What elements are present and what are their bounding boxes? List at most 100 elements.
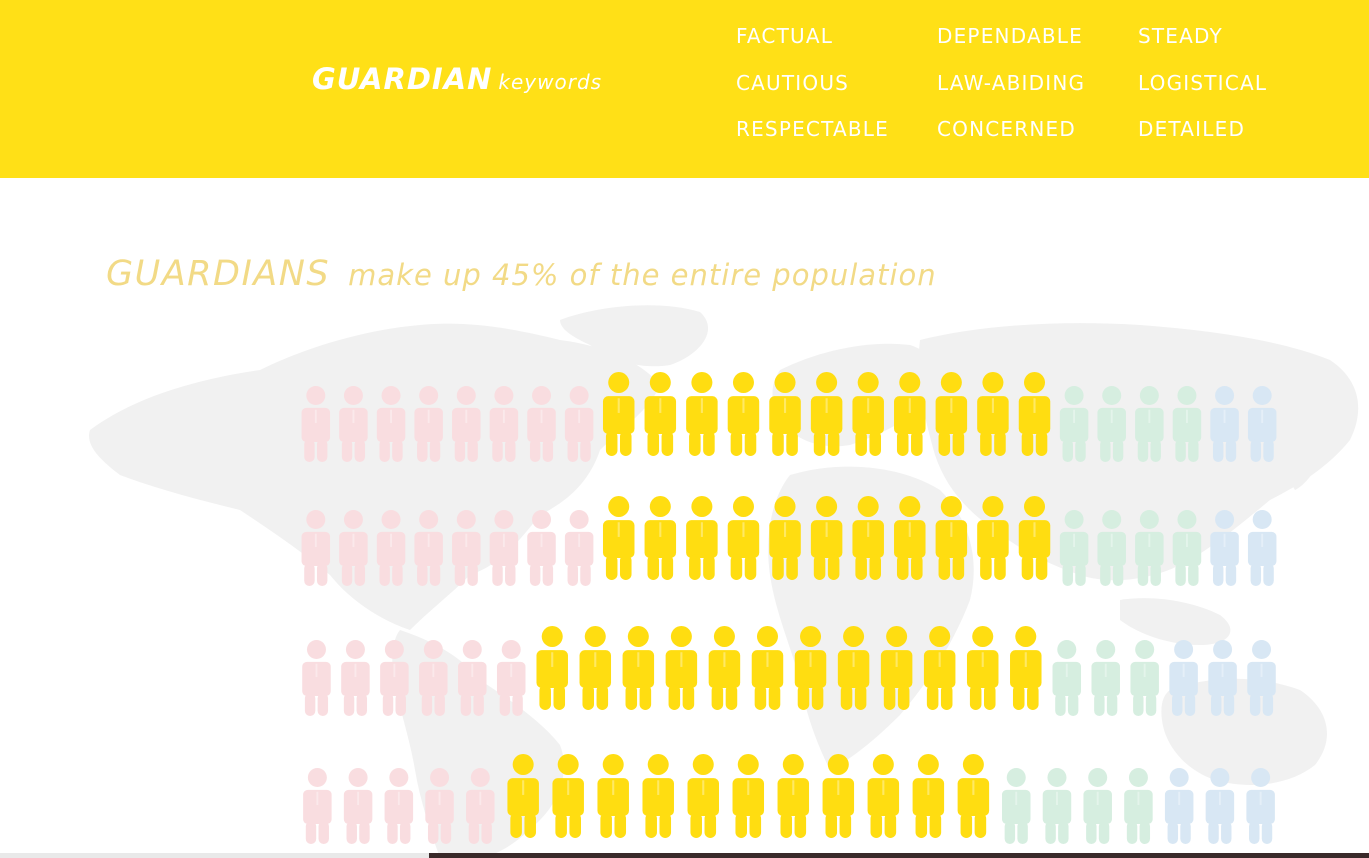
person-icon-yellow xyxy=(686,372,718,456)
person-icon-yellow xyxy=(935,372,968,456)
person-icon-green xyxy=(1091,640,1120,716)
person-icon-blue xyxy=(1169,640,1198,716)
person-icon-green xyxy=(1001,768,1031,844)
person-icon-yellow xyxy=(837,626,870,710)
person-icon-green xyxy=(1172,510,1202,586)
person-icon-yellow xyxy=(1018,496,1051,580)
headline-main: GUARDIANS xyxy=(106,254,331,294)
brand-main: GUARDIAN xyxy=(312,62,493,96)
person-icon-yellow xyxy=(552,754,584,838)
person-icon-yellow xyxy=(686,496,718,580)
person-icon-pink xyxy=(458,640,487,716)
person-icon-green xyxy=(1059,386,1089,462)
person-icon-pink xyxy=(303,768,332,844)
person-icon-blue xyxy=(1247,510,1277,586)
person-icon-blue xyxy=(1164,768,1194,844)
person-icon-yellow xyxy=(644,372,677,456)
keyword-item: FACTUAL xyxy=(736,24,834,48)
person-icon-pink xyxy=(466,768,495,844)
person-icon-blue xyxy=(1205,768,1235,844)
person-icon-yellow xyxy=(923,626,956,710)
person-icon-pink xyxy=(564,386,594,462)
person-icon-yellow xyxy=(810,372,843,456)
keyword-item: CAUTIOUS xyxy=(736,71,850,95)
person-icon-yellow xyxy=(912,754,945,838)
person-icon-yellow xyxy=(579,626,612,710)
person-icon-blue xyxy=(1210,386,1239,462)
person-icon-yellow xyxy=(602,372,635,456)
person-icon-pink xyxy=(341,640,370,716)
person-icon-yellow xyxy=(769,496,801,580)
keyword-item: CONCERNED xyxy=(937,117,1076,141)
person-icon-yellow xyxy=(880,626,913,710)
person-icon-green xyxy=(1083,768,1112,844)
person-icon-pink xyxy=(414,510,443,586)
person-icon-pink xyxy=(527,510,556,586)
person-icon-yellow xyxy=(810,496,843,580)
person-icon-blue xyxy=(1247,640,1276,716)
person-icon-yellow xyxy=(507,754,539,838)
person-icon-pink xyxy=(343,768,373,844)
person-icon-pink xyxy=(419,640,448,716)
population-headline: GUARDIANS make up 45% of the entire popul… xyxy=(106,254,937,294)
person-icon-blue xyxy=(1247,386,1277,462)
person-icon-pink xyxy=(414,386,443,462)
person-icon-yellow xyxy=(935,496,968,580)
person-icon-yellow xyxy=(1018,372,1051,456)
person-icon-green xyxy=(1097,510,1126,586)
keyword-item: DETAILED xyxy=(1138,117,1246,141)
keyword-item: DEPENDABLE xyxy=(937,24,1083,48)
keyword-item: RESPECTABLE xyxy=(736,117,889,141)
person-icon-yellow xyxy=(777,754,810,838)
person-icon-pink xyxy=(564,510,594,586)
bottom-divider-dark xyxy=(429,853,1369,858)
person-icon-yellow xyxy=(644,496,677,580)
person-icon-pink xyxy=(339,510,368,586)
person-icon-yellow xyxy=(769,372,801,456)
person-icon-pink xyxy=(301,510,331,586)
person-icon-pink xyxy=(452,510,481,586)
person-icon-blue xyxy=(1208,640,1237,716)
person-icon-green xyxy=(1042,768,1072,844)
person-icon-yellow xyxy=(977,496,1009,580)
person-icon-green xyxy=(1124,768,1153,844)
person-icon-green xyxy=(1052,640,1082,716)
keyword-item: STEADY xyxy=(1138,24,1223,48)
person-icon-green xyxy=(1135,510,1164,586)
person-icon-yellow xyxy=(622,626,655,710)
person-icon-yellow xyxy=(642,754,674,838)
person-icon-yellow xyxy=(894,496,926,580)
header-banner: GUARDIAN keywords FACTUAL DEPENDABLE STEA… xyxy=(0,0,1369,178)
person-icon-yellow xyxy=(977,372,1009,456)
person-icon-green xyxy=(1172,386,1202,462)
person-icon-green xyxy=(1059,510,1089,586)
person-icon-yellow xyxy=(852,496,884,580)
person-icon-yellow xyxy=(852,372,884,456)
brand-title: GUARDIAN keywords xyxy=(312,62,602,96)
person-icon-pink xyxy=(339,386,368,462)
person-icon-yellow xyxy=(794,626,827,710)
person-icon-pink xyxy=(425,768,454,844)
person-icon-yellow xyxy=(1010,626,1042,710)
person-icon-pink xyxy=(376,510,406,586)
person-icon-green xyxy=(1130,640,1159,716)
person-icon-yellow xyxy=(727,496,760,580)
person-icon-blue xyxy=(1210,510,1239,586)
person-icon-pink xyxy=(489,510,519,586)
person-icon-pink xyxy=(384,768,414,844)
person-icon-yellow xyxy=(727,372,760,456)
person-icon-pink xyxy=(302,640,331,716)
person-icon-blue xyxy=(1246,768,1275,844)
person-icon-yellow xyxy=(751,626,784,710)
person-icon-yellow xyxy=(732,754,765,838)
person-icon-yellow xyxy=(894,372,926,456)
person-icon-pink xyxy=(376,386,406,462)
person-icon-yellow xyxy=(708,626,741,710)
person-icon-yellow xyxy=(536,626,568,710)
person-icon-pink xyxy=(489,386,519,462)
person-icon-yellow xyxy=(665,626,698,710)
person-icon-yellow xyxy=(602,496,635,580)
person-icon-yellow xyxy=(687,754,719,838)
person-icon-pink xyxy=(380,640,409,716)
